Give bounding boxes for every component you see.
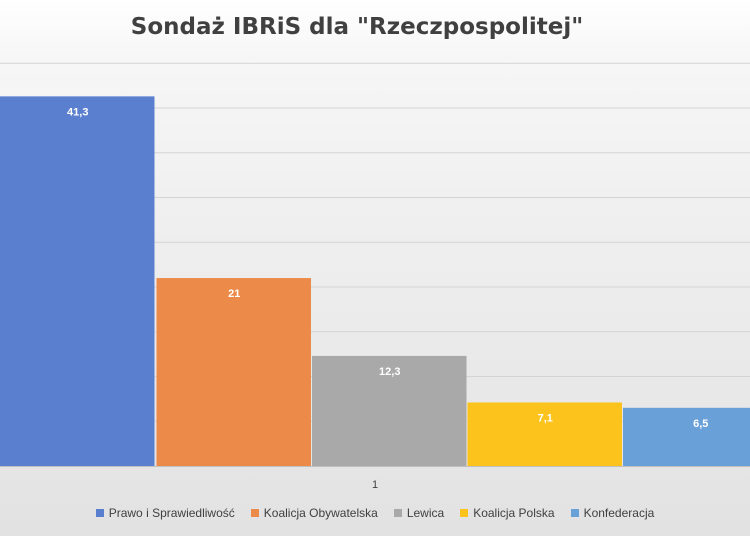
legend-label: Koalicja Obywatelska [263, 506, 378, 520]
data-label-1: 21 [228, 288, 240, 300]
bar-4 [623, 407, 750, 466]
bar-2 [312, 355, 467, 466]
legend-item-2: Lewica [393, 506, 445, 520]
legend-item-1: Koalicja Obywatelska [250, 506, 378, 520]
data-label-3: 7,1 [538, 412, 553, 424]
legend: Prawo i Sprawiedliwość Koalicja Obywatels… [0, 506, 750, 520]
legend-swatch [95, 509, 104, 517]
legend-swatch [393, 509, 402, 517]
legend-label: Koalicja Polska [473, 506, 555, 520]
legend-swatch [250, 509, 259, 517]
x-tick-label: 1 [371, 479, 379, 491]
bar-3 [467, 402, 622, 466]
data-label-0: 41,3 [67, 106, 88, 118]
bar-1 [156, 278, 311, 466]
data-label-2: 12,3 [379, 366, 400, 378]
legend-label: Lewica [406, 506, 445, 520]
legend-item-0: Prawo i Sprawiedliwość [95, 506, 235, 520]
legend-swatch [570, 509, 579, 517]
chart-title: Sondaż IBRiS dla "Rzeczpospolitej" [130, 14, 584, 40]
legend-label: Prawo i Sprawiedliwość [108, 506, 235, 520]
data-label-4: 6,5 [693, 418, 708, 430]
legend-label: Konfederacja [583, 506, 655, 520]
legend-swatch [460, 509, 469, 517]
legend-item-4: Konfederacja [570, 506, 655, 520]
legend-item-3: Koalicja Polska [460, 506, 555, 520]
bar-0 [0, 96, 155, 467]
